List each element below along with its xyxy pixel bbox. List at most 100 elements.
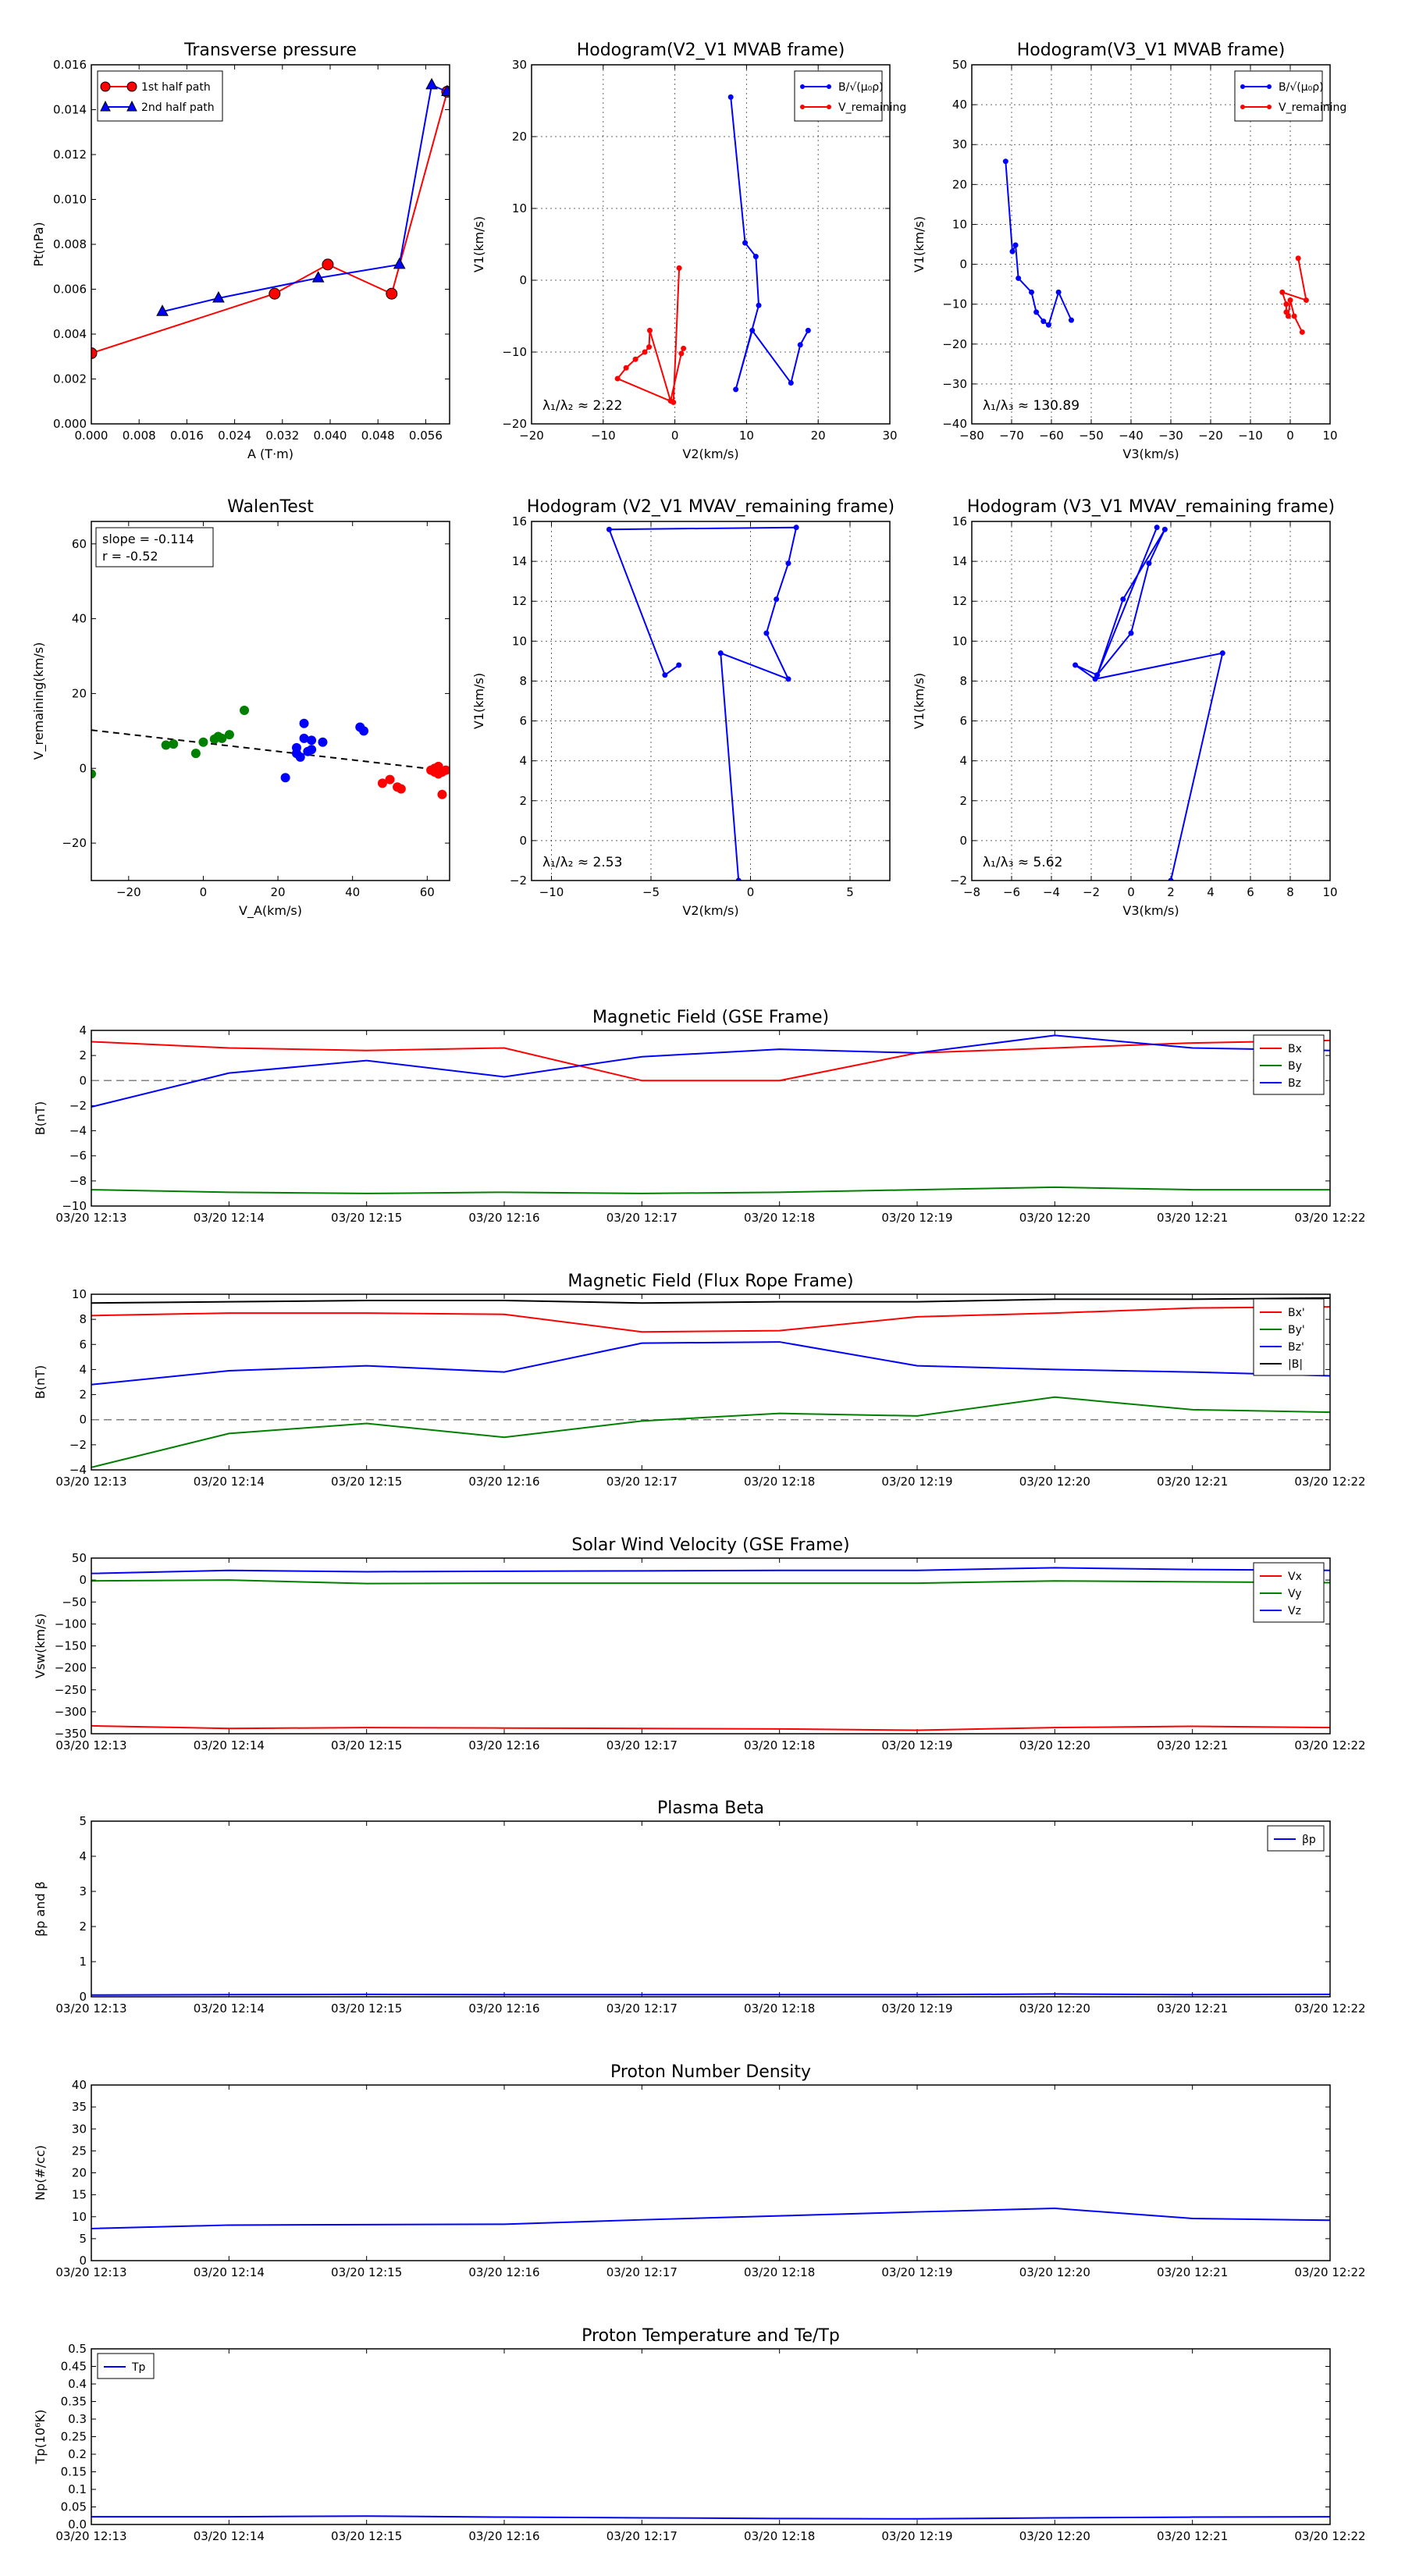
- y-tick-label: −2: [69, 1438, 87, 1452]
- time-tick-label: 03/20 12:13: [55, 1738, 126, 1752]
- y-tick-label: −300: [55, 1705, 87, 1719]
- time-tick-label: 03/20 12:17: [606, 1475, 678, 1489]
- time-tick-label: 03/20 12:18: [744, 2001, 815, 2016]
- legend: B/√(μ₀ρ) V_remaining: [1234, 70, 1346, 122]
- data-point: [359, 726, 369, 736]
- y-tick-label: 20: [512, 130, 527, 144]
- series-line-Bx: [91, 1039, 1331, 1082]
- chart-walen: −20 0 20 40 60 −20 0 20 40 60 WalenTest V_A(km/s) V_…: [31, 497, 450, 919]
- y-axis-label: V1(km/s): [912, 673, 927, 729]
- data-point: [190, 749, 201, 759]
- data-point: [269, 287, 281, 300]
- x-tick-label: −30: [1158, 429, 1183, 443]
- y-tick-label: 0: [79, 761, 87, 775]
- chart-vsw: 03/20 12:13 03/20 12:14 03/20 12:15 03/20 1…: [33, 1535, 1366, 1752]
- series-line-0: [1005, 161, 1072, 326]
- time-tick-label: 03/20 12:22: [1294, 2001, 1365, 2016]
- legend: Bx By Bz: [1253, 1034, 1325, 1095]
- x-tick-label: −20: [116, 885, 141, 899]
- x-tick-label: 0: [1286, 429, 1294, 443]
- plot-frame: [91, 2348, 1331, 2525]
- y-tick-label: −50: [62, 1595, 87, 1609]
- series-line-Vz: [91, 1567, 1331, 1574]
- time-tick-label: 03/20 12:15: [331, 1475, 402, 1489]
- y-tick-label: 0.0: [68, 2517, 87, 2532]
- walen-stats-box: slope = -0.114 r = -0.52: [95, 527, 214, 568]
- time-tick-label: 03/20 12:19: [881, 1211, 952, 1225]
- chart-beta: 03/20 12:13 03/20 12:14 03/20 12:15 03/20 1…: [33, 1799, 1366, 2016]
- data-point: [642, 349, 648, 355]
- time-tick-label: 03/20 12:17: [606, 2265, 678, 2279]
- data-point: [1009, 248, 1016, 254]
- time-tick-label: 03/20 12:21: [1157, 2529, 1228, 2543]
- y-tick-label: 0: [519, 834, 527, 848]
- data-point: [1299, 329, 1305, 335]
- y-tick-label: 14: [512, 554, 527, 568]
- y-tick-label: 30: [512, 58, 527, 72]
- data-point: [217, 733, 227, 743]
- legend-marker: [827, 105, 831, 109]
- y-tick-label: 16: [952, 514, 967, 528]
- x-tick-label: 0: [1127, 885, 1135, 899]
- legend-marker: [126, 81, 137, 92]
- x-tick-label: −80: [959, 429, 984, 443]
- y-tick-label: 20: [72, 686, 87, 700]
- y-tick-label: 4: [79, 1849, 87, 1863]
- data-point: [425, 77, 438, 90]
- time-tick-label: 03/20 12:17: [606, 1211, 678, 1225]
- data-point: [1279, 289, 1286, 295]
- x-tick-label: 0.056: [409, 429, 443, 443]
- y-axis-label: Pt(nPa): [31, 222, 46, 266]
- time-tick-label: 03/20 12:15: [331, 2265, 402, 2279]
- y-tick-label: 1: [79, 1955, 87, 1969]
- data-point: [1002, 158, 1008, 165]
- r-label: r = -0.52: [102, 549, 158, 564]
- time-tick-label: 03/20 12:13: [55, 2529, 126, 2543]
- plot-frame: [531, 64, 891, 425]
- legend-marker: [827, 84, 831, 89]
- y-axis-label: V1(km/s): [471, 673, 486, 729]
- y-tick-label: 0: [79, 1413, 87, 1427]
- y-tick-label: 30: [952, 137, 967, 151]
- plot-frame: [971, 521, 1331, 881]
- data-point: [386, 287, 398, 300]
- legend-marker: [1267, 105, 1272, 109]
- y-tick-label: 2: [79, 1388, 87, 1402]
- y-tick-label: 15: [72, 2188, 87, 2202]
- time-tick-label: 03/20 12:13: [55, 2001, 126, 2016]
- y-tick-label: 0.010: [53, 193, 87, 207]
- data-point: [667, 398, 674, 404]
- data-point: [676, 265, 682, 271]
- data-point: [299, 733, 309, 743]
- y-tick-label: 0: [79, 1073, 87, 1087]
- y-tick-label: 16: [512, 514, 527, 528]
- x-tick-label: 0.048: [361, 429, 395, 443]
- series-line-0: [608, 526, 798, 881]
- chart-title: Hodogram (V2_V1 MVAV_remaining frame): [527, 497, 895, 517]
- legend-box: [1253, 1298, 1325, 1376]
- data-point: [662, 672, 668, 678]
- time-tick-label: 03/20 12:13: [55, 1211, 126, 1225]
- series-line-Bz: [91, 1034, 1331, 1108]
- x-tick-label: −2: [1083, 885, 1100, 899]
- time-tick-label: 03/20 12:19: [881, 1738, 952, 1752]
- y-axis-label: Np(#/cc): [33, 2145, 48, 2201]
- y-tick-label: 0.2: [68, 2447, 87, 2461]
- x-tick-label: 0.032: [265, 429, 299, 443]
- y-tick-label: 5: [79, 2232, 87, 2246]
- lambda-ratio-annotation: λ₁/λ₃ ≈ 5.62: [983, 855, 1062, 870]
- time-tick-label: 03/20 12:21: [1157, 1738, 1228, 1752]
- data-point: [1094, 672, 1101, 678]
- legend-label: Bx': [1288, 1307, 1305, 1319]
- legend-marker: [1267, 84, 1272, 89]
- y-tick-label: −30: [942, 377, 967, 391]
- time-tick-label: 03/20 12:19: [881, 2265, 952, 2279]
- y-tick-label: 0.45: [61, 2360, 87, 2374]
- y-tick-label: 0.016: [53, 58, 87, 72]
- data-point: [752, 254, 759, 260]
- y-tick-label: 10: [72, 2210, 87, 2224]
- data-point: [1161, 526, 1168, 532]
- y-tick-label: 50: [952, 58, 967, 72]
- y-tick-label: 10: [512, 634, 527, 648]
